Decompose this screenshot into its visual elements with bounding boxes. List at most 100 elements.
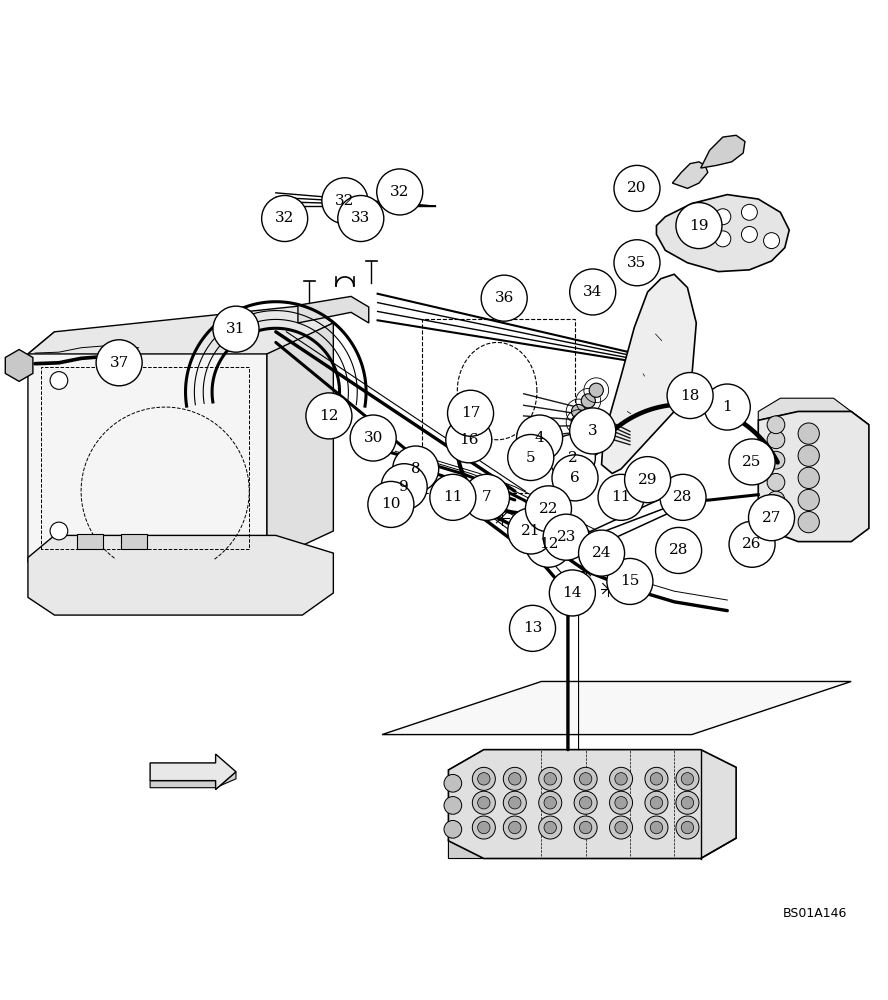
Text: 18: 18	[680, 389, 700, 403]
Text: 23: 23	[557, 530, 575, 544]
Circle shape	[213, 306, 259, 352]
Circle shape	[645, 791, 668, 814]
Circle shape	[575, 767, 597, 790]
Circle shape	[446, 417, 492, 463]
Circle shape	[377, 169, 423, 215]
Text: 36: 36	[495, 291, 514, 305]
Circle shape	[50, 372, 67, 389]
Circle shape	[575, 816, 597, 839]
Polygon shape	[76, 534, 103, 549]
Circle shape	[544, 797, 557, 809]
Text: 32: 32	[275, 211, 294, 225]
Circle shape	[550, 570, 595, 616]
Circle shape	[337, 195, 384, 242]
Text: 28: 28	[673, 490, 693, 504]
Circle shape	[650, 773, 662, 785]
Circle shape	[544, 773, 557, 785]
Circle shape	[614, 240, 660, 286]
Circle shape	[614, 165, 660, 211]
Circle shape	[503, 816, 527, 839]
Circle shape	[676, 791, 699, 814]
Circle shape	[741, 204, 757, 220]
Circle shape	[681, 773, 694, 785]
Circle shape	[614, 821, 627, 834]
Circle shape	[767, 491, 785, 509]
Text: 34: 34	[583, 285, 602, 299]
Polygon shape	[298, 296, 369, 323]
Circle shape	[660, 474, 706, 520]
Circle shape	[448, 390, 494, 436]
Circle shape	[321, 178, 368, 224]
Text: 28: 28	[669, 543, 688, 557]
Text: 9: 9	[400, 480, 409, 494]
Circle shape	[655, 527, 702, 573]
Text: 32: 32	[390, 185, 409, 199]
Circle shape	[607, 558, 653, 604]
Text: 12: 12	[539, 537, 559, 551]
Circle shape	[579, 530, 624, 576]
Circle shape	[767, 473, 785, 491]
Polygon shape	[448, 838, 484, 859]
Circle shape	[509, 773, 521, 785]
Circle shape	[481, 275, 527, 321]
Circle shape	[550, 434, 595, 481]
Polygon shape	[672, 162, 708, 188]
Polygon shape	[656, 195, 789, 272]
Circle shape	[687, 490, 696, 499]
Circle shape	[508, 434, 554, 481]
Circle shape	[767, 431, 785, 449]
Polygon shape	[121, 534, 147, 549]
Text: 25: 25	[742, 455, 762, 469]
Circle shape	[767, 509, 785, 527]
Text: 21: 21	[521, 524, 541, 538]
Circle shape	[350, 415, 396, 461]
Circle shape	[570, 269, 615, 315]
Polygon shape	[448, 750, 736, 859]
Circle shape	[580, 797, 591, 809]
Circle shape	[508, 508, 554, 554]
Circle shape	[675, 490, 684, 499]
Text: 7: 7	[481, 490, 491, 504]
Circle shape	[798, 489, 820, 511]
Circle shape	[624, 457, 670, 503]
Circle shape	[609, 767, 632, 790]
Circle shape	[472, 767, 496, 790]
Circle shape	[645, 767, 668, 790]
Text: 19: 19	[689, 219, 709, 233]
Circle shape	[614, 773, 627, 785]
Circle shape	[580, 821, 591, 834]
Circle shape	[544, 821, 557, 834]
Circle shape	[729, 439, 775, 485]
Circle shape	[589, 383, 603, 397]
Text: 1: 1	[723, 400, 732, 414]
Polygon shape	[758, 398, 868, 425]
Circle shape	[729, 521, 775, 567]
Text: 6: 6	[570, 471, 580, 485]
Circle shape	[472, 791, 496, 814]
Polygon shape	[5, 350, 33, 381]
Circle shape	[96, 340, 142, 386]
Circle shape	[676, 203, 722, 249]
Polygon shape	[448, 750, 736, 770]
Circle shape	[681, 797, 694, 809]
Polygon shape	[267, 323, 333, 562]
Text: BS01A146: BS01A146	[782, 907, 847, 920]
Circle shape	[262, 195, 307, 242]
Text: 2: 2	[567, 451, 577, 465]
Text: 32: 32	[335, 194, 354, 208]
Circle shape	[767, 416, 785, 434]
Text: 11: 11	[611, 490, 630, 504]
Circle shape	[570, 408, 615, 454]
Text: 22: 22	[539, 502, 559, 516]
Circle shape	[543, 514, 589, 560]
Circle shape	[430, 474, 476, 520]
Circle shape	[715, 231, 731, 247]
Circle shape	[464, 474, 510, 520]
Circle shape	[509, 797, 521, 809]
Circle shape	[368, 481, 414, 527]
Circle shape	[582, 426, 595, 440]
Text: 20: 20	[627, 181, 646, 195]
Circle shape	[517, 415, 563, 461]
Circle shape	[539, 767, 562, 790]
Text: 16: 16	[459, 433, 479, 447]
